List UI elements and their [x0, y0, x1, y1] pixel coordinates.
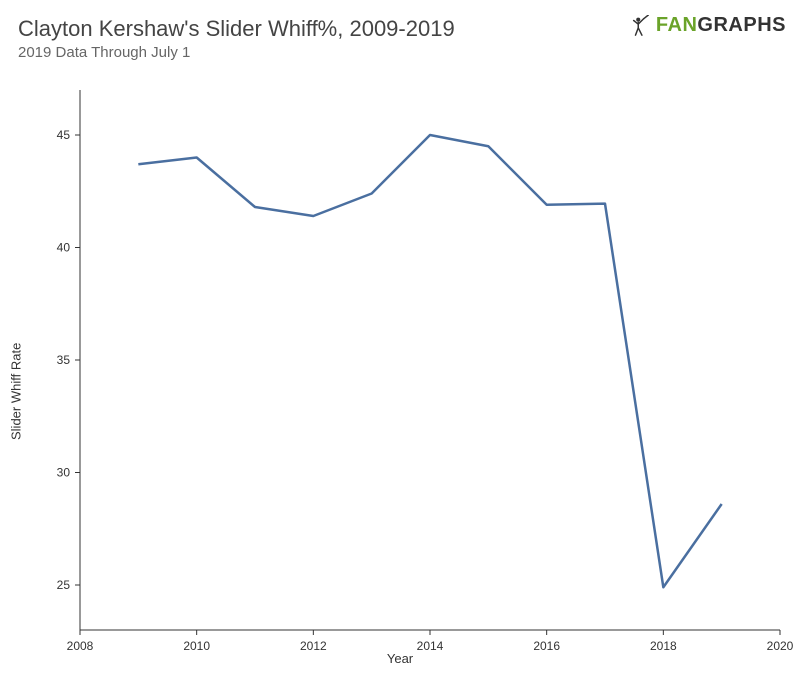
y-tick-label: 25	[57, 578, 71, 592]
plot-area: Slider Whiff Rate Year 20082010201220142…	[0, 80, 800, 680]
data-line	[138, 135, 721, 587]
y-tick-label: 35	[57, 353, 71, 367]
y-tick-label: 40	[57, 241, 71, 255]
logo-graphs-text: GRAPHS	[697, 14, 786, 36]
logo-text: FANGRAPHS	[656, 14, 786, 37]
logo-fan-text: FAN	[656, 14, 698, 36]
y-tick-label: 45	[57, 128, 71, 142]
y-tick-label: 30	[57, 466, 71, 480]
x-axis-label: Year	[0, 651, 800, 666]
chart-container: Clayton Kershaw's Slider Whiff%, 2009-20…	[0, 0, 800, 700]
y-axis-label: Slider Whiff Rate	[9, 343, 24, 440]
chart-svg: 20082010201220142016201820202530354045	[0, 80, 800, 680]
fangraphs-logo: FANGRAPHS	[630, 14, 786, 37]
batter-icon	[630, 15, 652, 37]
chart-title: Clayton Kershaw's Slider Whiff%, 2009-20…	[18, 16, 455, 42]
chart-subtitle: 2019 Data Through July 1	[18, 44, 190, 61]
